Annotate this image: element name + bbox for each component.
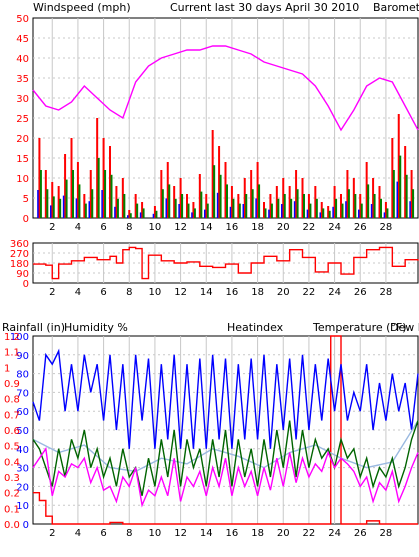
direction-y-tick-label: 360: [10, 239, 29, 250]
wind-y-tick-label: 5: [23, 194, 29, 205]
climate-y2-tick-label: 0.2: [4, 489, 20, 500]
climate-y-tick-label: 100: [10, 332, 29, 343]
direction-x-tick-label: 22: [303, 287, 316, 298]
heatindex-series: [32, 420, 419, 473]
direction-series: [33, 246, 419, 280]
wind-x-tick-label: 12: [174, 222, 187, 233]
climate-x-tick-label: 26: [354, 528, 367, 539]
direction-y-tick-label: 90: [16, 269, 29, 280]
climate-x-tick-label: 24: [328, 528, 341, 539]
climate-x-tick-label: 2: [49, 528, 55, 539]
direction-x-tick-label: 14: [200, 287, 213, 298]
climate-y2-tick-label: 0.4: [4, 457, 20, 468]
wind-x-tick-label: 14: [200, 222, 213, 233]
wind-x-tick-label: 4: [75, 222, 81, 233]
climate-y2-tick-label: 0.1: [4, 504, 20, 515]
climate-x-tick-label: 4: [75, 528, 81, 539]
wind-y-tick-label: 25: [16, 114, 29, 125]
barometer-axis-label: Barometer: [373, 1, 419, 14]
climate-y-tick-label: 40: [16, 445, 29, 456]
climate-x-tick-label: 14: [200, 528, 213, 539]
direction-y-tick-label: 0: [23, 279, 29, 290]
dewpoint-legend: Dew P: [390, 321, 419, 334]
wind-y-tick-label: 45: [16, 34, 29, 45]
direction-x-tick-label: 6: [100, 287, 106, 298]
climate-y-tick-label: 50: [16, 426, 29, 437]
dewpoint-series: [32, 446, 419, 508]
climate-y2-tick-label: 0.5: [4, 442, 20, 453]
humidity-series: [32, 348, 419, 449]
climate-y-tick-label: 60: [16, 407, 29, 418]
climate-x-tick-label: 22: [303, 528, 316, 539]
climate-y-tick-label: 0: [23, 520, 29, 531]
climate-x-tick-label: 28: [380, 528, 393, 539]
wind-x-tick-label: 26: [354, 222, 367, 233]
climate-y2-tick-label: 0.8: [4, 395, 20, 406]
temperature-series: [32, 420, 419, 496]
climate-x-tick-label: 10: [149, 528, 162, 539]
wind-x-tick-label: 2: [49, 222, 55, 233]
wind-y-tick-label: 15: [16, 154, 29, 165]
direction-x-tick-label: 4: [75, 287, 81, 298]
climate-x-tick-label: 6: [100, 528, 106, 539]
direction-y-tick-label: 270: [10, 249, 29, 260]
direction-x-tick-label: 26: [354, 287, 367, 298]
climate-y-tick-label: 80: [16, 370, 29, 381]
rainfall-axis-label: Rainfall (in): [2, 321, 65, 334]
climate-y-tick-label: 90: [16, 351, 29, 362]
climate-y2-tick-label: 1.1: [4, 348, 20, 359]
wind-y-tick-label: 30: [16, 94, 29, 105]
wind-x-tick-label: 20: [277, 222, 290, 233]
climate-y-tick-label: 20: [16, 482, 29, 493]
climate-y2-tick-label: 1.2: [4, 332, 20, 343]
wind-y-tick-label: 0: [23, 214, 29, 225]
rainfall-series: [33, 335, 418, 525]
windspeed-axis-label: Windspeed (mph): [33, 1, 131, 14]
direction-x-tick-label: 2: [49, 287, 55, 298]
wind-x-tick-label: 28: [380, 222, 393, 233]
climate-y-tick-label: 10: [16, 501, 29, 512]
wind-x-tick-label: 18: [251, 222, 264, 233]
climate-y2-tick-label: 0.6: [4, 426, 20, 437]
direction-x-tick-label: 10: [149, 287, 162, 298]
wind-y-tick-label: 10: [16, 174, 29, 185]
wind-y-tick-label: 40: [16, 54, 29, 65]
climate-y2-tick-label: 1: [4, 363, 10, 374]
humidity-axis-label: Humidity %: [64, 321, 128, 334]
wind-x-tick-label: 24: [328, 222, 341, 233]
chart-title: Current last 30 days April 30 2010: [170, 1, 359, 14]
direction-x-tick-label: 28: [380, 287, 393, 298]
wind-y-tick-label: 35: [16, 74, 29, 85]
wind-y-tick-label: 50: [16, 14, 29, 25]
climate-y2-tick-label: 0.0: [4, 520, 20, 531]
direction-x-tick-label: 24: [328, 287, 341, 298]
climate-x-tick-label: 8: [126, 528, 132, 539]
direction-x-tick-label: 12: [174, 287, 187, 298]
direction-x-tick-label: 8: [126, 287, 132, 298]
direction-x-tick-label: 16: [226, 287, 239, 298]
climate-y2-tick-label: 0.9: [4, 379, 20, 390]
barometer-series: [32, 45, 419, 132]
direction-y-tick-label: 180: [10, 259, 29, 270]
wind-x-tick-label: 10: [149, 222, 162, 233]
wind-x-tick-label: 22: [303, 222, 316, 233]
climate-x-tick-label: 18: [251, 528, 264, 539]
direction-x-tick-label: 20: [277, 287, 290, 298]
climate-y2-tick-label: 0.3: [4, 473, 20, 484]
heatindex-legend: Heatindex: [227, 321, 284, 334]
wind-x-tick-label: 6: [100, 222, 106, 233]
wind-x-tick-label: 16: [226, 222, 239, 233]
wind-x-tick-label: 8: [126, 222, 132, 233]
climate-x-tick-label: 16: [226, 528, 239, 539]
climate-y-tick-label: 30: [16, 464, 29, 475]
direction-x-tick-label: 18: [251, 287, 264, 298]
wind-y-tick-label: 20: [16, 134, 29, 145]
climate-y2-tick-label: 0.7: [4, 410, 20, 421]
climate-x-tick-label: 20: [277, 528, 290, 539]
temperature-legend: Temperature (°F): [312, 321, 407, 334]
climate-x-tick-label: 12: [174, 528, 187, 539]
climate-y-tick-label: 70: [16, 388, 29, 399]
